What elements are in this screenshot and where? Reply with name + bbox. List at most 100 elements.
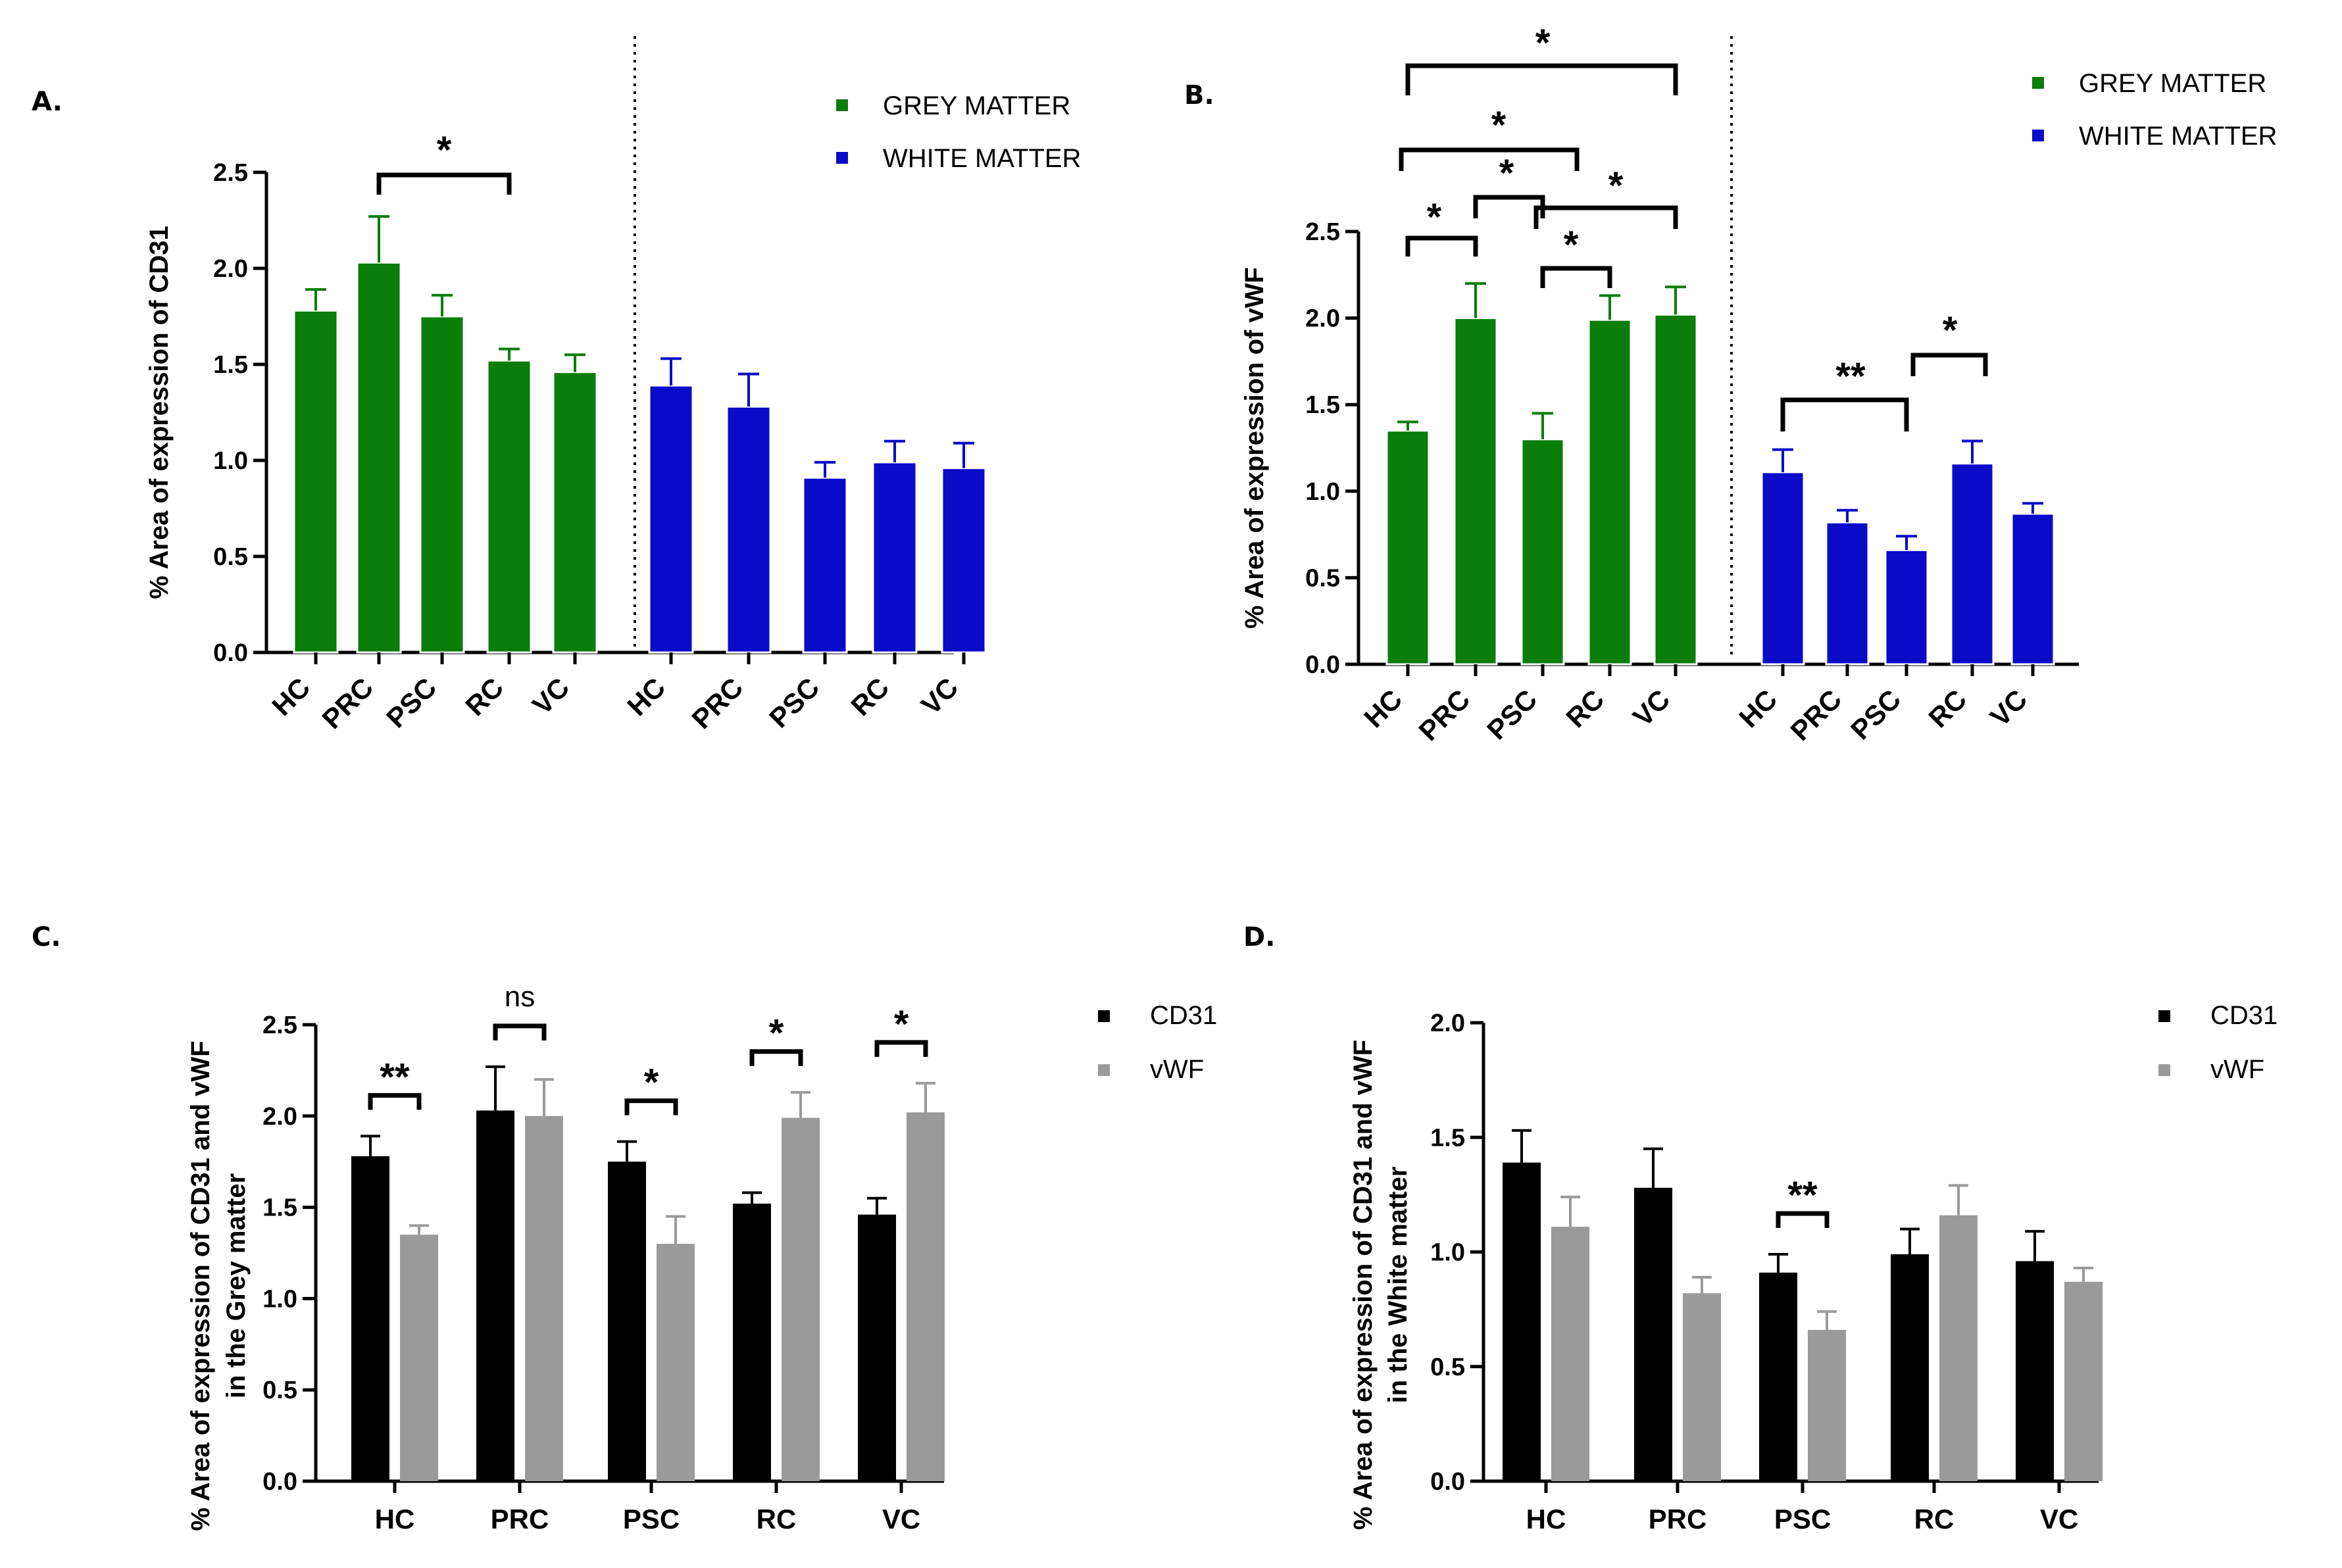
bar (356, 261, 402, 654)
panel-label: B. (1184, 80, 1214, 110)
x-tick-label: HC (1526, 1504, 1566, 1534)
legend-swatch (835, 98, 849, 112)
x-tick-label: PRC (685, 672, 749, 735)
y-tick-label: 1.0 (213, 447, 248, 475)
bar (476, 1110, 514, 1481)
legend-swatch (1097, 1063, 1111, 1077)
panel-c: C. 0.0 0.5 1.0 1.5 2.0 2.5 % Area of expression… (32, 922, 1217, 1534)
significance-label: * (644, 1062, 659, 1104)
legend-swatch (1097, 1009, 1111, 1023)
legend-swatch (2157, 1063, 2172, 1077)
significance-bracket (493, 1023, 547, 1041)
x-tick-label: PRC (1649, 1504, 1707, 1534)
y-tick-label: 0.5 (1430, 1354, 1465, 1381)
bar (726, 405, 772, 654)
y-tick-label: 1.0 (262, 1285, 297, 1313)
legend-swatch (2157, 1009, 2172, 1023)
panel-d: D. 0.0 0.5 1.0 1.5 2.0 % Area of expression of… (1243, 922, 2278, 1534)
bar (1760, 471, 1805, 666)
bar (1385, 429, 1430, 666)
x-tick-label: VC (915, 672, 964, 721)
x-tick-label: RC (845, 672, 895, 722)
significance-bracket (1533, 205, 1678, 229)
panel-label: D. (1243, 922, 1275, 952)
x-tick-label: PRC (316, 672, 379, 735)
x-tick-label: PSC (380, 672, 442, 733)
y-tick-label: 2.5 (262, 1012, 297, 1039)
bar (608, 1162, 646, 1481)
y-axis-label: in the Grey matter (222, 1173, 251, 1398)
significance-label: * (1427, 196, 1442, 239)
significance-label: * (1608, 164, 1624, 207)
legend-label: GREY MATTER (2079, 69, 2266, 98)
y-tick-label: 0.0 (1305, 651, 1340, 679)
significance-label: * (1491, 104, 1507, 147)
bar (858, 1214, 896, 1481)
bar (1634, 1187, 1672, 1481)
legend-swatch (2031, 76, 2045, 90)
significance-label: * (437, 129, 452, 172)
bar (1503, 1162, 1541, 1481)
x-tick-label: HC (266, 672, 316, 722)
bar (2064, 1281, 2103, 1481)
x-tick-label: VC (1984, 683, 2033, 733)
y-tick-label: 1.0 (1305, 478, 1340, 506)
legend-label: vWF (2210, 1055, 2264, 1084)
bar (1891, 1254, 1929, 1481)
panel-b: B. 0.0 0.5 1.0 1.5 2.0 2.5 % Area of expression… (1184, 22, 2277, 747)
bar (1520, 438, 1565, 666)
bar (1653, 313, 1698, 666)
bar (907, 1112, 945, 1481)
y-tick-label: 0.0 (1430, 1468, 1465, 1496)
y-tick-label: 2.5 (1305, 218, 1340, 246)
significance-bracket (1405, 235, 1478, 257)
y-axis-label: % Area of expression of vWF (1240, 267, 1269, 629)
legend-label: vWF (1150, 1055, 1204, 1084)
y-tick-label: 1.0 (1430, 1239, 1465, 1267)
bar (2010, 512, 2055, 666)
y-tick-label: 2.0 (1430, 1010, 1465, 1037)
bar (733, 1204, 771, 1481)
significance-bracket (1405, 63, 1678, 95)
x-tick-label: HC (375, 1504, 415, 1534)
bar (1939, 1215, 1978, 1481)
x-tick-label: RC (1914, 1504, 1955, 1534)
bar (1587, 318, 1632, 666)
significance-bracket (1473, 195, 1545, 218)
legend-label: CD31 (1150, 1001, 1217, 1030)
bar (351, 1156, 389, 1481)
significance-bracket (1399, 147, 1580, 171)
significance-label: * (1564, 224, 1579, 266)
significance-bracket (368, 1092, 422, 1110)
bar (782, 1117, 820, 1481)
significance-label: * (894, 1003, 909, 1046)
bar (941, 467, 987, 654)
y-tick-label: 0.5 (213, 543, 248, 571)
y-tick-label: 2.0 (213, 255, 248, 283)
bar (293, 309, 339, 654)
y-axis-label: in the White matter (1383, 1166, 1412, 1403)
significance-label: * (1499, 152, 1514, 195)
x-tick-label: VC (526, 672, 576, 721)
x-tick-label: HC (621, 672, 671, 722)
y-axis-label: % Area of expression of CD31 (145, 226, 174, 599)
bar (1759, 1272, 1797, 1481)
y-tick-label: 2.5 (213, 159, 248, 187)
x-tick-label: PSC (623, 1504, 680, 1534)
bar (657, 1244, 695, 1481)
x-tick-label: RC (1560, 683, 1610, 733)
bar (419, 315, 465, 654)
x-tick-label: PRC (491, 1504, 549, 1534)
y-tick-label: 0.5 (1305, 564, 1340, 592)
x-tick-label: VC (2040, 1504, 2078, 1534)
significance-label: * (769, 1012, 784, 1055)
y-tick-label: 0.0 (213, 639, 248, 667)
x-tick-label: RC (459, 672, 509, 722)
bar (2016, 1261, 2054, 1481)
x-tick-label: PSC (763, 672, 825, 733)
panel-label: A. (32, 87, 62, 117)
x-tick-label: RC (1922, 683, 1972, 733)
y-tick-label: 0.0 (262, 1468, 297, 1496)
x-tick-label: PSC (1845, 683, 1906, 745)
